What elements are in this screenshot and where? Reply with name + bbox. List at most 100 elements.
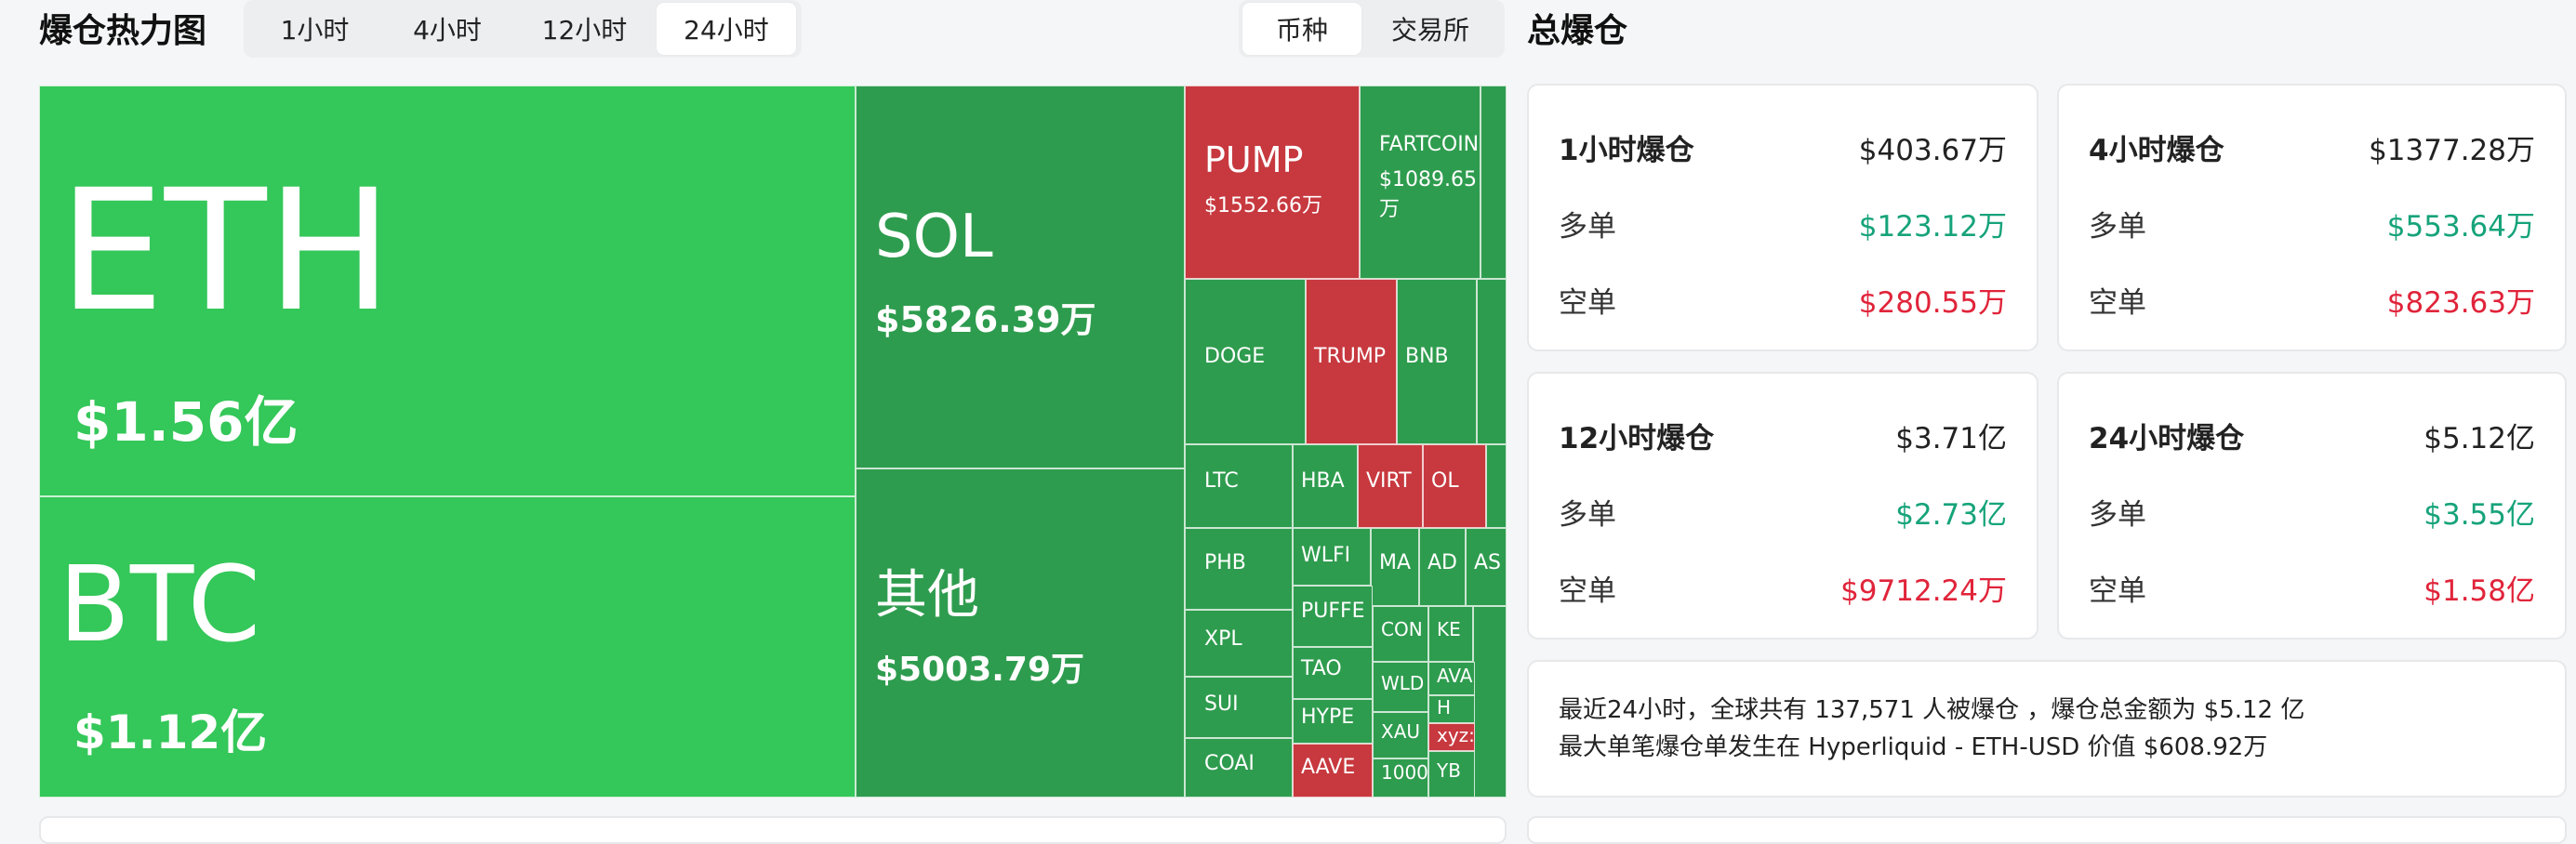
card-title: 4小时爆仓	[2089, 134, 2224, 167]
treemap-symbol: WLD	[1381, 672, 1425, 694]
card-title: 24小时爆仓	[2089, 422, 2245, 455]
treemap-cell-ltc[interactable]: LTC	[1185, 444, 1293, 528]
treemap-symbol: H	[1437, 696, 1452, 719]
bottom-card-right	[1527, 816, 2567, 844]
treemap-cell-phb[interactable]: PHB	[1185, 528, 1293, 610]
treemap-symbol: PUFFE	[1301, 600, 1365, 623]
treemap-symbol: XPL	[1204, 627, 1242, 651]
treemap-value: $5826.39万	[875, 299, 1096, 340]
tab-by-coin[interactable]: 币种	[1242, 3, 1361, 55]
short-value: $9712.24万	[1840, 574, 2007, 608]
treemap-cell-h[interactable]: H	[1428, 695, 1475, 723]
treemap-value: $5003.79万	[875, 651, 1085, 689]
treemap-cell-wlfi[interactable]: WLFI	[1293, 528, 1371, 586]
treemap-symbol: 其他	[875, 565, 979, 626]
card-title: 12小时爆仓	[1559, 422, 1715, 455]
treemap-symbol: ETH	[59, 154, 393, 349]
treemap-cell-bnb[interactable]: BNB	[1397, 279, 1477, 444]
long-value: $123.12万	[1858, 210, 2007, 244]
treemap-cell-sui[interactable]: SUI	[1185, 677, 1293, 738]
long-label: 多单	[2089, 498, 2146, 532]
long-label: 多单	[1559, 210, 1616, 244]
long-value: $3.55亿	[2423, 498, 2535, 532]
treemap-symbol: OL	[1431, 469, 1459, 493]
treemap-cell-doge[interactable]: DOGE	[1185, 279, 1306, 444]
tab-4h[interactable]: 4小时	[413, 15, 482, 46]
card-total: $5.12亿	[2423, 422, 2535, 455]
treemap-value: $1.56亿	[73, 390, 299, 454]
treemap-cell-sliver[interactable]	[1473, 606, 1507, 798]
treemap-cell-hba[interactable]: HBA	[1293, 444, 1358, 528]
tab-24h[interactable]: 24小时	[657, 3, 796, 55]
treemap-value: $1.12亿	[73, 706, 268, 759]
long-label: 多单	[1559, 498, 1616, 532]
treemap-cell-btc[interactable]: BTC $1.12亿	[39, 496, 856, 798]
treemap-symbol: xyz:	[1437, 724, 1475, 746]
treemap-symbol: COAI	[1204, 752, 1255, 775]
treemap-cell-virt[interactable]: VIRT	[1358, 444, 1423, 528]
treemap-symbol: 1000	[1381, 761, 1428, 784]
tab-1h[interactable]: 1小时	[280, 15, 350, 46]
treemap-value: $1552.66万	[1204, 194, 1322, 218]
treemap-symbol: KE	[1437, 618, 1461, 640]
treemap-cell-sliver[interactable]	[1477, 279, 1507, 444]
treemap-cell-ad[interactable]: AD	[1419, 528, 1466, 606]
treemap-cell-ava[interactable]: AVA	[1428, 662, 1475, 695]
summary-line-2: 最大单笔爆仓单发生在 Hyperliquid - ETH-USD 价值 $608…	[1559, 733, 2268, 761]
treemap-cell-eth[interactable]: ETH $1.56亿	[39, 86, 856, 496]
treemap-symbol: BTC	[59, 545, 260, 666]
treemap-cell-xpl[interactable]: XPL	[1185, 610, 1293, 677]
treemap-cell-ol[interactable]: OL	[1423, 444, 1486, 528]
treemap-cell-as[interactable]: AS	[1466, 528, 1507, 606]
tab-by-exchange[interactable]: 交易所	[1390, 15, 1469, 46]
treemap-symbol: PUMP	[1204, 139, 1304, 180]
treemap-value-unit: 万	[1379, 198, 1401, 221]
treemap-symbol: LTC	[1204, 469, 1239, 493]
treemap-cell-sol[interactable]: SOL $5826.39万	[856, 86, 1185, 468]
treemap-symbol: WLFI	[1301, 544, 1351, 567]
short-label: 空单	[2089, 574, 2146, 608]
treemap-symbol: SUI	[1204, 692, 1239, 716]
treemap-cell-ma[interactable]: MA	[1371, 528, 1419, 606]
treemap-cell-xau[interactable]: XAU	[1373, 712, 1428, 758]
treemap-cell-hype[interactable]: HYPE	[1293, 699, 1373, 744]
treemap-symbol: HYPE	[1301, 706, 1355, 729]
card-total: $1377.28万	[2369, 134, 2535, 167]
group-by-tabs: 币种 交易所	[1239, 0, 1505, 58]
card-4h: 4小时爆仓 $1377.28万 多单 $553.64万 空单 $823.63万	[2057, 84, 2567, 351]
card-total: $403.67万	[1858, 134, 2007, 167]
treemap-cell-trump[interactable]: TRUMP	[1306, 279, 1397, 444]
tab-12h[interactable]: 12小时	[541, 15, 628, 46]
treemap-cell-fartcoin[interactable]: FARTCOIN $1089.65 万	[1360, 86, 1481, 279]
long-label: 多单	[2089, 210, 2146, 244]
treemap-cell-wld[interactable]: WLD	[1373, 662, 1428, 712]
treemap-cell-coai[interactable]: COAI	[1185, 738, 1293, 798]
short-label: 空单	[1559, 286, 1616, 320]
treemap-cell-yb[interactable]: YB	[1428, 751, 1475, 798]
treemap-symbol: TRUMP	[1314, 345, 1387, 368]
short-value: $823.63万	[2386, 286, 2535, 320]
short-value: $280.55万	[1858, 286, 2007, 320]
treemap-cell-1000[interactable]: 1000	[1373, 758, 1428, 798]
bottom-card-left	[39, 816, 1507, 844]
treemap-cell-ke[interactable]: KE	[1428, 606, 1473, 662]
treemap-cell-con[interactable]: CON	[1373, 606, 1428, 662]
treemap-symbol: AS	[1474, 551, 1502, 574]
treemap-symbol: VIRT	[1366, 469, 1412, 493]
treemap-cell-pump[interactable]: PUMP $1552.66万	[1185, 86, 1360, 279]
treemap-cell-sliver[interactable]	[1481, 86, 1507, 279]
treemap-cell-tao[interactable]: TAO	[1293, 647, 1373, 699]
treemap-cell-其他[interactable]: 其他 $5003.79万	[856, 468, 1185, 798]
treemap-cell-sliver[interactable]	[1486, 444, 1507, 528]
treemap-symbol: AVA	[1437, 665, 1473, 687]
treemap-symbol: XAU	[1381, 720, 1421, 743]
treemap-cell-aave[interactable]: AAVE	[1293, 744, 1373, 798]
total-liquidation-title: 总爆仓	[1527, 12, 1628, 50]
treemap-symbol: BNB	[1405, 345, 1449, 368]
treemap-symbol: CON	[1381, 618, 1423, 640]
treemap-cell-xyz[interactable]: xyz:	[1428, 723, 1475, 751]
treemap-cell-puffe[interactable]: PUFFE	[1293, 586, 1373, 647]
treemap-symbol: YB	[1437, 759, 1461, 782]
card-1h: 1小时爆仓 $403.67万 多单 $123.12万 空单 $280.55万	[1527, 84, 2038, 351]
treemap-symbol: HBA	[1301, 469, 1345, 493]
